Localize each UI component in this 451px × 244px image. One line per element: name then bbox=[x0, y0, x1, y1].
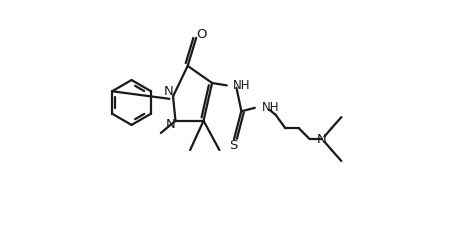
Text: S: S bbox=[229, 139, 237, 152]
Text: N: N bbox=[164, 85, 174, 99]
Text: NH: NH bbox=[262, 101, 280, 114]
Text: N: N bbox=[166, 118, 175, 131]
Text: N: N bbox=[317, 132, 327, 146]
Text: O: O bbox=[196, 28, 207, 41]
Text: NH: NH bbox=[233, 79, 250, 92]
